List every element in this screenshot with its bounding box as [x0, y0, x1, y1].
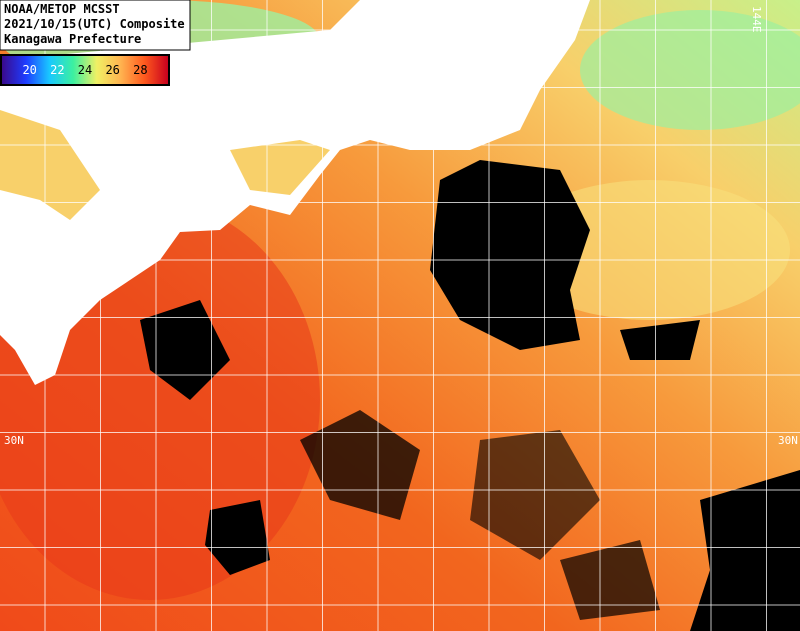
colorbar-tick-label: 20: [22, 63, 36, 77]
coastal-water: [230, 140, 330, 195]
colorbar-tick-label: 28: [133, 63, 147, 77]
cloud: [470, 430, 600, 560]
header-line: NOAA/METOP MCSST: [4, 2, 120, 16]
cloud: [690, 470, 800, 631]
header-line: Kanagawa Prefecture: [4, 32, 141, 46]
header-box: [0, 0, 191, 51]
colorbar-ticks: 20 22 24 26 28: [22, 63, 147, 77]
colorbar: [2, 56, 168, 84]
cloud: [560, 540, 660, 620]
cool-water: [580, 10, 800, 130]
lat-label: 30N: [778, 434, 798, 447]
header-line: 2021/10/15(UTC) Composite: [4, 17, 185, 31]
colorbar-tick-label: 26: [105, 63, 119, 77]
land: [0, 0, 590, 385]
cloud: [300, 410, 420, 520]
cloud: [430, 160, 590, 350]
cloud: [205, 500, 270, 575]
colorbar-tick-label: 22: [50, 63, 64, 77]
colorbar-tick-label: 24: [78, 63, 92, 77]
coastal-water: [0, 110, 100, 220]
cloud: [620, 320, 700, 360]
lat-label: 30N: [4, 434, 24, 447]
lon-label: 144E: [750, 6, 763, 33]
